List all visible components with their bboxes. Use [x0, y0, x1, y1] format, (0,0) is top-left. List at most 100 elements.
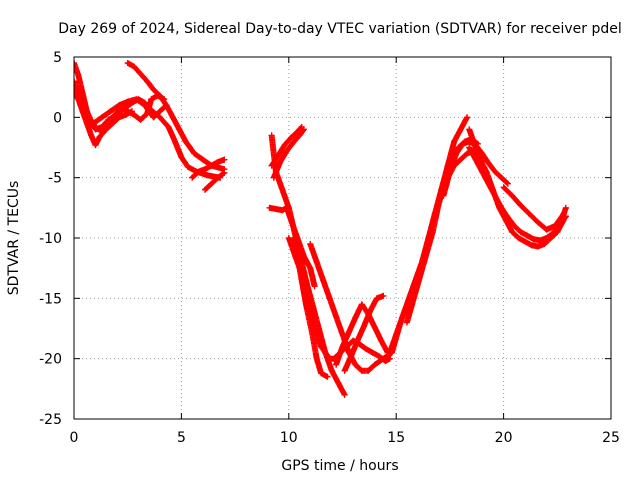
data-point [137, 70, 144, 77]
data-point [92, 142, 99, 149]
data-point [440, 192, 447, 199]
y-tick-label: -20 [39, 352, 62, 368]
data-point [281, 142, 288, 149]
data-marker-track [307, 114, 471, 374]
data-point [326, 295, 333, 302]
data-point [131, 111, 138, 118]
x-tick-label: 0 [70, 430, 79, 446]
series-track-13 [290, 235, 331, 380]
series-track-21 [500, 184, 567, 233]
data-point [202, 166, 209, 173]
data-point [199, 156, 206, 163]
data-point [511, 222, 518, 229]
data-point [75, 72, 82, 79]
data-point [322, 349, 329, 356]
data-point [124, 98, 131, 105]
data-point [137, 116, 144, 123]
data-point [352, 314, 359, 321]
data-point [515, 235, 522, 241]
data-point [341, 391, 348, 398]
data-point [163, 102, 170, 109]
series-track-23 [466, 126, 488, 163]
data-point [373, 295, 380, 302]
data-point [165, 123, 172, 130]
data-point [464, 150, 471, 157]
data-point [457, 126, 464, 133]
data-point [509, 228, 516, 235]
chart-title: Day 269 of 2024, Sidereal Day-to-day VTE… [58, 21, 622, 37]
x-tick-label: 10 [280, 430, 298, 446]
series-track-5 [90, 96, 170, 127]
data-point [466, 126, 473, 133]
tick-labels: 0 5 10 15 20 25 -25 -20 -15 -10 -5 0 5 [39, 50, 620, 446]
data-point [429, 228, 436, 235]
data-point [283, 148, 290, 155]
data-point [285, 204, 292, 211]
data-point [169, 114, 176, 121]
data-point [275, 152, 282, 159]
data-point [534, 219, 541, 226]
data-point [111, 111, 118, 118]
data-point [268, 132, 275, 139]
data-point [313, 355, 320, 362]
data-point [341, 367, 348, 374]
series-track-1 [74, 78, 224, 181]
data-point [412, 289, 419, 296]
data-point [401, 307, 408, 314]
data-point [472, 144, 479, 151]
data-point [378, 337, 385, 344]
data-point [380, 292, 387, 299]
y-tick-label: -10 [39, 231, 62, 247]
data-point [530, 236, 537, 243]
data-point [300, 126, 307, 133]
data-point [105, 120, 112, 127]
data-point [156, 92, 163, 99]
data-point [509, 192, 516, 199]
data-point [421, 259, 428, 266]
data-point [74, 60, 77, 67]
series-track-17 [384, 148, 567, 362]
data-point [202, 186, 209, 193]
data-points [74, 60, 569, 398]
data-point [150, 86, 157, 93]
data-point [522, 238, 529, 245]
data-point [371, 324, 378, 331]
data-point [333, 313, 340, 320]
data-point [543, 226, 550, 233]
data-point [492, 192, 499, 199]
y-tick-label: -15 [39, 291, 62, 307]
data-point [328, 367, 335, 374]
y-axis-label: SDTVAR / TECUs [6, 181, 22, 296]
data-point [335, 379, 342, 386]
data-point [171, 138, 178, 145]
data-point [287, 134, 294, 141]
data-point [272, 206, 279, 213]
data-point [466, 144, 473, 151]
data-point [290, 222, 297, 229]
data-point [528, 242, 535, 249]
axis-ticks [73, 56, 612, 420]
data-point [124, 108, 131, 115]
data-point [214, 158, 221, 165]
data-point [90, 120, 97, 127]
data-point [290, 139, 297, 146]
data-point [365, 367, 372, 374]
data-marker-track [74, 60, 168, 135]
data-point [268, 162, 275, 169]
data-point [504, 214, 511, 221]
series-track-14 [307, 114, 471, 374]
data-point [376, 353, 383, 360]
y-tick-label: -25 [39, 412, 62, 428]
series-track-7 [202, 169, 228, 193]
data-point [133, 96, 140, 103]
data-point [116, 102, 123, 109]
data-point [281, 192, 288, 199]
data-point [333, 361, 340, 368]
data-point [537, 237, 544, 244]
data-point [541, 241, 548, 248]
series-track-22 [556, 204, 569, 229]
x-tick-label: 25 [602, 430, 620, 446]
data-point [74, 78, 77, 85]
data-point [363, 346, 370, 353]
series-track-16 [341, 292, 387, 374]
